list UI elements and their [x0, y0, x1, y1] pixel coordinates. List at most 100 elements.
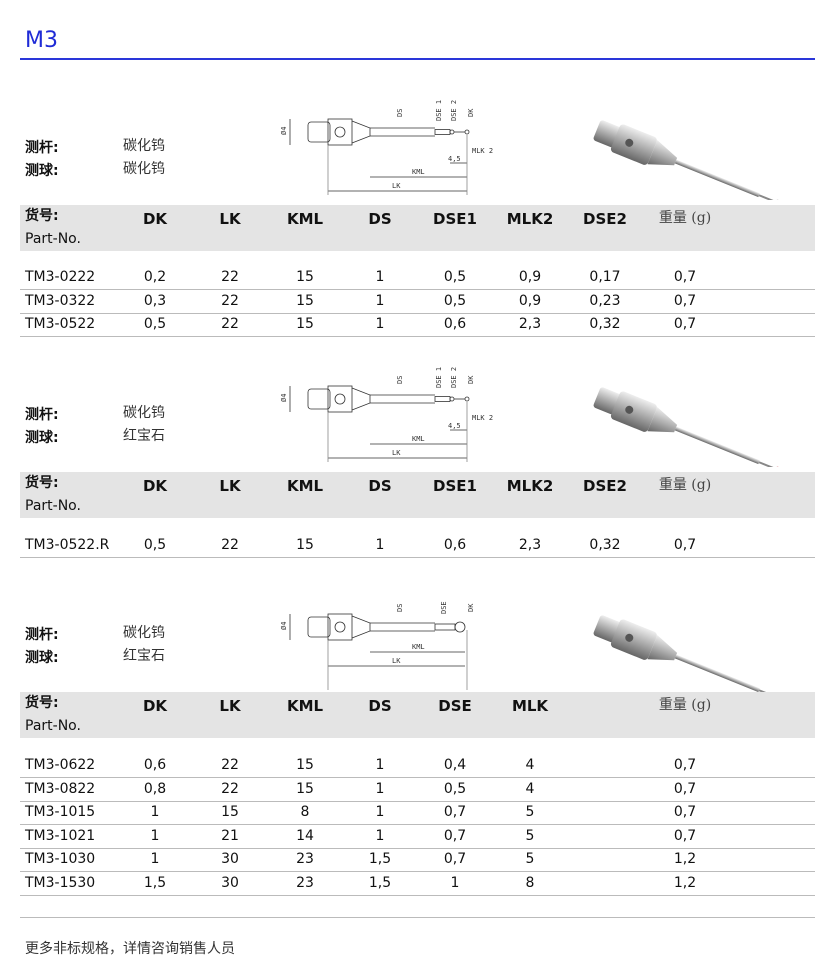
cell: 0,4 — [443, 757, 467, 773]
cell: 1 — [450, 874, 460, 891]
weight-cell: 1,2 — [673, 874, 697, 891]
cell: 2,3 — [518, 316, 542, 332]
cell: 0,9 — [518, 292, 542, 309]
part-number: TM3-0622 — [25, 757, 96, 773]
cell: 1,5 — [143, 874, 167, 891]
part-number: TM3-1015 — [25, 804, 96, 820]
column-header: DSE1 — [433, 477, 477, 495]
cell: 0,7 — [443, 851, 467, 867]
svg-text:DK: DK — [467, 375, 475, 384]
column-header: MLK2 — [506, 210, 554, 228]
dimension-diagram: Ø4 DS DSE 1 DSE 2 DK MLK 2 4,5 KML LK — [270, 95, 510, 204]
cell: 22 — [221, 292, 239, 309]
cell: 0,5 — [443, 780, 467, 797]
svg-text:KML: KML — [412, 168, 425, 176]
cell: 1 — [375, 269, 385, 285]
cell: 15 — [296, 269, 314, 285]
weight-header: 重量 (g) — [658, 210, 712, 226]
svg-text:DK: DK — [467, 108, 475, 117]
cell: 15 — [296, 316, 314, 332]
cell: 15 — [296, 780, 314, 797]
svg-text:4,5: 4,5 — [448, 422, 461, 430]
dimension-diagram: Ø4 DS DSE 1 DSE 2 DK MLK 2 4,5 KML LK — [270, 362, 510, 471]
stylus-label: 测杆: — [25, 140, 59, 156]
column-header: MLK2 — [506, 477, 554, 495]
cell: 0,9 — [518, 269, 542, 285]
part-no-zh: 货号: — [25, 475, 59, 491]
cell: 30 — [221, 874, 239, 891]
weight-cell: 1,2 — [673, 851, 697, 867]
cell: 4 — [525, 780, 535, 797]
ball-material: 碳化钨 — [123, 161, 165, 177]
column-header: DSE — [438, 697, 472, 715]
cell: 1 — [375, 292, 385, 309]
cell: 23 — [296, 874, 314, 891]
cell: 8 — [525, 874, 535, 891]
svg-text:KML: KML — [412, 435, 425, 443]
part-number: TM3-0522 — [25, 316, 96, 332]
cell: 15 — [296, 537, 314, 553]
cell: 0,6 — [443, 537, 467, 553]
cell: 2,3 — [518, 537, 542, 553]
ball-label: 测球: — [25, 163, 59, 179]
cell: 0,5 — [443, 269, 467, 285]
table-row: TM3-0622 0,6 22 15 1 0,4 4 0,7 — [20, 754, 815, 778]
table-row: TM3-1015 1 15 8 1 0,7 5 0,7 — [20, 801, 815, 825]
stylus-material: 碳化钨 — [123, 405, 165, 421]
diagram-label: Ø4 — [280, 127, 288, 135]
weight-cell: 0,7 — [673, 757, 697, 773]
title-divider — [20, 58, 815, 60]
svg-text:DS: DS — [396, 604, 404, 612]
cell: 22 — [221, 537, 239, 553]
stylus-material: 碳化钨 — [123, 625, 165, 641]
table-row: TM3-1021 1 21 14 1 0,7 5 0,7 — [20, 825, 815, 849]
svg-text:LK: LK — [392, 657, 401, 665]
table-header: 货号: Part-No. DK LK KML DS DSE MLK 重量 (g) — [20, 692, 815, 738]
column-header: DS — [368, 477, 392, 495]
part-no-zh: 货号: — [25, 695, 59, 711]
column-header: KML — [286, 697, 324, 715]
cell: 1,5 — [368, 851, 392, 867]
svg-text:MLK 2: MLK 2 — [472, 414, 493, 422]
ball-material: 红宝石 — [123, 428, 165, 444]
cell: 0,5 — [143, 537, 167, 553]
cell: 22 — [221, 316, 239, 332]
column-header: KML — [286, 210, 324, 228]
column-header: DSE2 — [583, 477, 627, 495]
cell: 0,7 — [443, 804, 467, 820]
part-number: TM3-0222 — [25, 269, 96, 285]
column-header: DSE2 — [583, 210, 627, 228]
cell: 8 — [300, 804, 310, 820]
stylus-label: 测杆: — [25, 407, 59, 423]
cell: 1,5 — [368, 874, 392, 891]
cell: 5 — [525, 851, 535, 867]
cell: 1 — [375, 827, 385, 844]
part-number: TM3-1021 — [25, 827, 96, 844]
svg-text:LK: LK — [392, 449, 401, 457]
part-number: TM3-0522.R — [25, 537, 110, 553]
table-header: 货号: Part-No. DK LK KML DS DSE1 MLK2 DSE2 重量 (g) — [20, 205, 815, 251]
footer-note: 更多非标规格，详情咨询销售人员 — [25, 941, 235, 957]
svg-text:LK: LK — [392, 182, 401, 190]
cell: 30 — [221, 851, 239, 867]
column-header: DK — [142, 697, 168, 715]
diagram-label: Ø4 — [280, 394, 288, 402]
weight-cell: 0,7 — [673, 292, 697, 309]
cell: 1 — [150, 827, 160, 844]
footer-divider — [20, 917, 815, 918]
probe-photo — [585, 377, 800, 473]
cell: 21 — [221, 827, 239, 844]
cell: 0,32 — [589, 537, 621, 553]
svg-text:DSE 2: DSE 2 — [450, 367, 458, 388]
svg-text:MLK 2: MLK 2 — [472, 147, 493, 155]
cell: 22 — [221, 757, 239, 773]
column-header: LK — [219, 210, 241, 228]
cell: 23 — [296, 851, 314, 867]
cell: 0,6 — [143, 757, 167, 773]
dimension-diagram: Ø4 DS DSE DK KML LK — [270, 590, 510, 699]
cell: 1 — [375, 537, 385, 553]
column-header: LK — [219, 477, 241, 495]
column-header: KML — [286, 477, 324, 495]
cell: 0,32 — [589, 316, 621, 332]
